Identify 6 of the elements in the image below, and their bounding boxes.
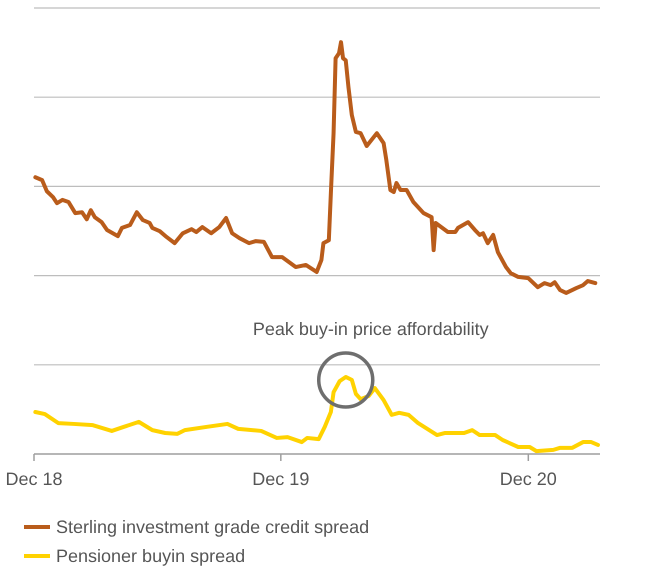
x-tick-label: Dec 18 <box>5 469 63 489</box>
annotation: Peak buy-in price affordability <box>252 318 489 339</box>
x-tick-label: Dec 20 <box>500 469 557 489</box>
legend-label: Pensioner buyin spread <box>56 546 246 566</box>
legend-label: Sterling investment grade credit spread <box>56 517 370 537</box>
x-tick-label: Dec 19 <box>252 469 310 489</box>
